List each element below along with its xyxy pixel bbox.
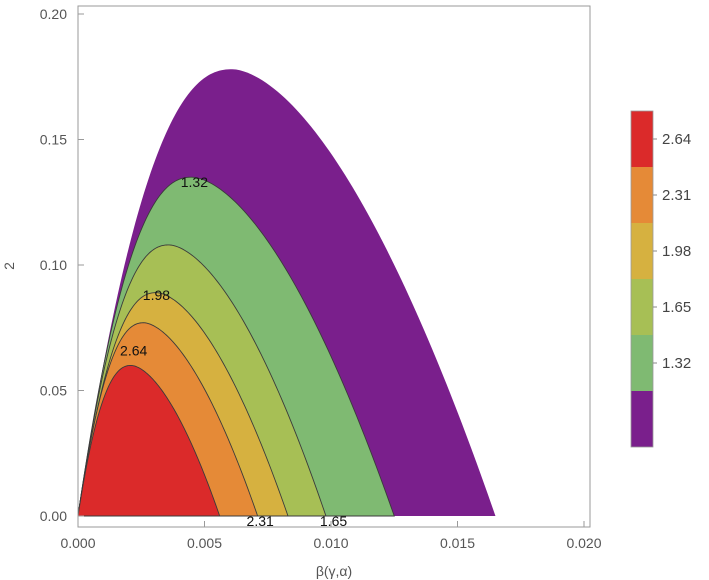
plot-frame bbox=[77, 5, 591, 528]
x-tick-label: 0.005 bbox=[187, 535, 222, 551]
contour-label: 1.98 bbox=[143, 287, 170, 303]
contour-label: 2.31 bbox=[247, 513, 274, 529]
legend-swatch bbox=[631, 223, 653, 279]
color-legend: 1.32 1.65 1.98 2.31 2.64 bbox=[630, 110, 691, 448]
x-tick-label: 0.015 bbox=[440, 535, 475, 551]
x-tick-label: 0.010 bbox=[313, 535, 348, 551]
legend-label: 1.98 bbox=[662, 243, 691, 260]
legend-label: 2.31 bbox=[662, 187, 691, 204]
x-tick-label: 0.020 bbox=[566, 535, 601, 551]
legend-label: 1.32 bbox=[662, 355, 691, 372]
legend-swatch bbox=[631, 279, 653, 335]
x-axis-label: β(γ,α) bbox=[316, 563, 352, 579]
y-tick-label: 0.00 bbox=[40, 508, 67, 524]
y-axis-label: 2 bbox=[1, 262, 17, 270]
axes: 0.000 0.005 0.010 0.015 0.020 0.00 0.05 0.10 0.1… bbox=[40, 6, 602, 551]
legend-swatch bbox=[631, 391, 653, 447]
legend-label: 2.64 bbox=[662, 131, 691, 148]
contour-labels: 1.32 1.98 2.64 2.31 1.65 bbox=[120, 174, 347, 529]
contour-label: 1.65 bbox=[320, 513, 347, 529]
y-tick-label: 0.10 bbox=[40, 257, 67, 273]
y-tick-label: 0.15 bbox=[40, 132, 67, 148]
contour-label: 2.64 bbox=[120, 342, 147, 358]
legend-label: 1.65 bbox=[662, 299, 691, 316]
legend-swatch bbox=[631, 167, 653, 223]
y-tick-label: 0.05 bbox=[40, 383, 67, 399]
contour-region-6 bbox=[77, 364, 221, 517]
contour-label: 1.32 bbox=[181, 174, 208, 190]
legend-frame bbox=[630, 110, 654, 448]
y-tick-label: 0.20 bbox=[40, 6, 67, 22]
x-tick-label: 0.000 bbox=[60, 535, 95, 551]
legend-swatch bbox=[631, 335, 653, 391]
legend-swatch bbox=[631, 111, 653, 167]
contour-regions bbox=[77, 69, 496, 517]
